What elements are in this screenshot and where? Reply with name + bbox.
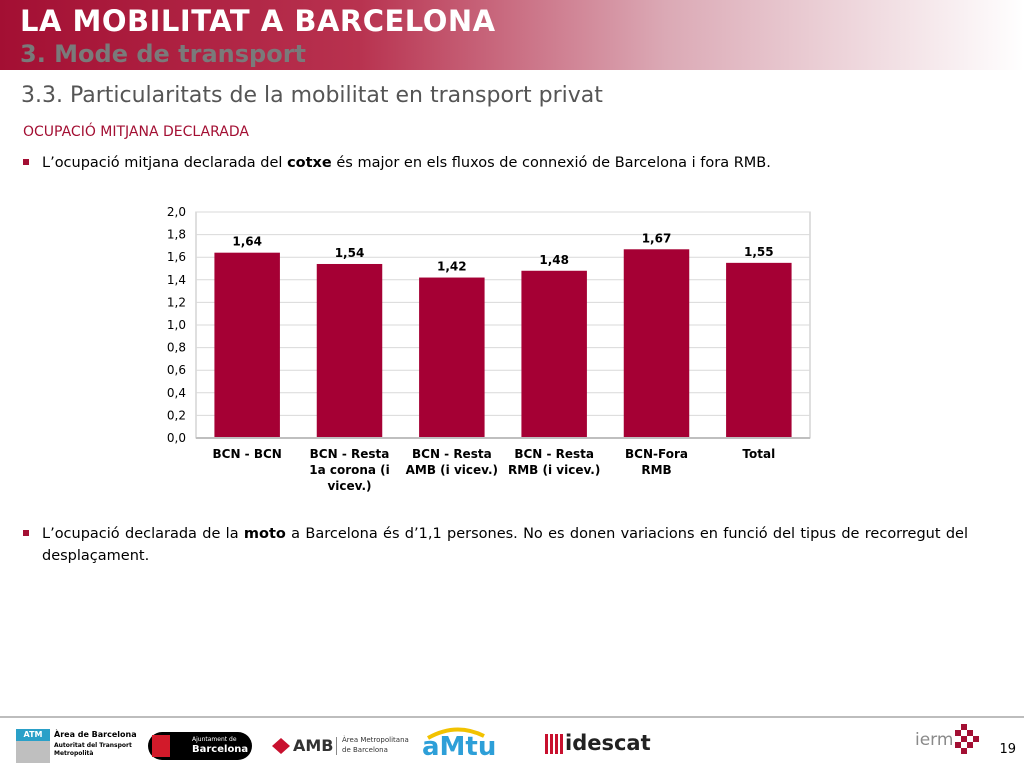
y-tick-label: 0,2 [167,408,186,422]
amb-logo-divider [336,737,337,755]
bullet-square-icon [23,159,29,165]
x-tick-label: RMB (i vicev.) [508,463,600,477]
atm-logo: ATM Àrea de Barcelona Autoritat del Tran… [16,729,137,763]
amtu-logo: aMtu [420,724,535,764]
x-tick-label: AMB (i vicev.) [406,463,498,477]
amtu-logo-text: aMtu [422,732,497,762]
y-tick-label: 1,4 [167,273,186,287]
x-tick-label: BCN - BCN [213,447,282,461]
y-tick-label: 2,0 [167,205,186,219]
header-banner: LA MOBILITAT A BARCELONA 3. Mode de tran… [0,0,1024,70]
block-label: OCUPACIÓ MITJANA DECLARADA [23,124,249,140]
bullet-text-pre: L’ocupació declarada de la [42,526,244,542]
ajuntament-shield-icon [152,735,170,757]
bar [419,277,485,438]
amtu-arc-icon [427,727,485,740]
bullet-text-bold: moto [243,526,286,542]
idescat-mark-icon [545,734,563,754]
atm-logo-mark: ATM [16,729,50,741]
footer-divider [0,716,1024,718]
bullet-text-post: és major en els fluxos de connexió de Ba… [331,155,771,171]
idescat-logo: idescat [545,731,655,760]
x-tick-label: BCN - Resta [412,447,492,461]
ajuntament-logo: Ajuntament de Barcelona [148,732,252,760]
y-tick-label: 0,0 [167,431,186,445]
x-tick-label: BCN - Resta [514,447,594,461]
x-tick-label: BCN-Fora [625,447,688,461]
bullet-item-cotxe: L’ocupació mitjana declarada del cotxe é… [23,152,973,174]
y-tick-label: 1,8 [167,228,186,242]
iermb-logo: ierm [915,724,985,758]
y-tick-label: 0,8 [167,341,186,355]
atm-logo-block [16,741,50,763]
data-label: 1,67 [642,231,672,245]
bar-chart: 0,0 0,2 0,4 0,6 0,8 1,0 1,2 1,4 1,6 1,8 2,0 1,64 BCN… [167,205,811,493]
data-label: 1,64 [232,235,262,249]
y-tick-label: 0,4 [167,386,186,400]
iermb-pixel-icon [955,724,979,754]
ajuntament-logo-text: Barcelona [192,744,249,755]
x-tick-label: Total [742,447,775,461]
idescat-logo-text: idescat [565,731,651,755]
atm-logo-text: Àrea de Barcelona [54,730,137,739]
bullet-text: L’ocupació declarada de la moto a Barcel… [42,523,968,567]
amb-logo-text: de Barcelona [342,746,388,754]
bullet-text-bold: cotxe [287,155,332,171]
x-tick-label: vicev.) [327,479,371,493]
ajuntament-logo-text: Ajuntament de [192,736,237,743]
bullet-text-post: a Barcelona és d’1,1 persones. No es don… [42,526,968,564]
page-title: LA MOBILITAT A BARCELONA [20,4,496,38]
bar [623,249,690,438]
bar [214,252,280,438]
y-tick-label: 0,6 [167,363,186,377]
atm-logo-text: Metropolità [54,750,94,757]
y-tick-label: 1,0 [167,318,186,332]
page-number: 19 [999,742,1016,757]
bullet-square-icon [23,530,29,536]
amb-arrow-icon [272,738,290,754]
bar [726,262,792,438]
data-label: 1,54 [335,246,365,260]
page-subtitle: 3. Mode de transport [20,40,307,68]
amb-logo: AMB Àrea Metropolitana de Barcelona [272,734,409,760]
x-tick-label: BCN - Resta [310,447,390,461]
section-heading: 3.3. Particularitats de la mobilitat en … [21,83,603,108]
bullet-text: L’ocupació mitjana declarada del cotxe é… [42,152,973,174]
y-tick-label: 1,2 [167,295,186,309]
amb-logo-text: AMB [293,736,334,755]
amb-logo-text: Àrea Metropolitana [342,736,409,744]
x-tick-label: RMB [641,463,671,477]
data-label: 1,48 [539,253,569,267]
atm-logo-text: Autoritat del Transport [54,742,132,749]
bar [316,263,383,438]
bar [521,270,587,438]
x-tick-label: 1a corona (i [309,463,390,477]
bullet-text-pre: L’ocupació mitjana declarada del [42,155,288,171]
y-tick-label: 1,6 [167,250,186,264]
footer: ATM Àrea de Barcelona Autoritat del Tran… [0,722,1024,768]
iermb-logo-text: ierm [915,730,954,750]
bullet-item-moto: L’ocupació declarada de la moto a Barcel… [23,523,968,567]
data-label: 1,55 [744,245,774,259]
data-label: 1,42 [437,260,467,274]
